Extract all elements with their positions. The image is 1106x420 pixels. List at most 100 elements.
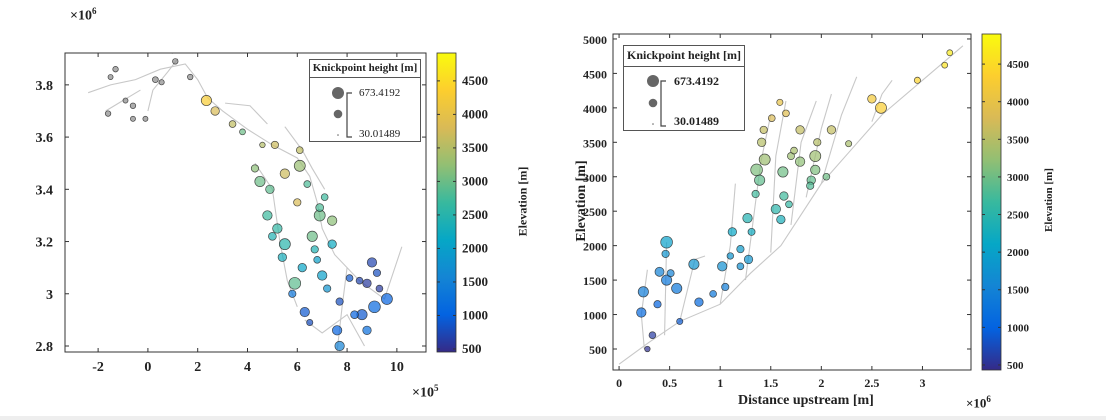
legend-title: Knickpoint height [m] (310, 60, 420, 78)
knickpoint-marker (306, 319, 314, 326)
knickpoint-marker (644, 345, 651, 353)
knickpoint-marker (152, 76, 159, 83)
exponent-power: 5 (433, 383, 439, 393)
colorbar-tick-label: 1000 (1007, 322, 1030, 334)
knickpoint-marker (172, 58, 179, 65)
knickpoint-marker (268, 232, 277, 241)
exponent-power: 6 (986, 394, 991, 404)
y-tick-label: 500 (589, 343, 607, 357)
legend-bracket (660, 80, 666, 127)
colorbar-tick-label: 4000 (1007, 97, 1030, 109)
knickpoint-marker (751, 189, 760, 199)
knickpoint-marker (941, 61, 949, 69)
x-tick-label: 1.5 (763, 376, 778, 390)
map-panel: -2 0 2 4 6 8 10 2.8 3 3.2 3.4 3.6 3.8 500 1000 1500 2000… (36, 52, 488, 375)
knickpoint-marker (250, 164, 260, 173)
profile-panel: 0 0.5 1 1.5 2 2.5 3500100015002000250030003500… (583, 33, 1030, 390)
knickpoint-marker (654, 266, 665, 277)
stream-line (805, 93, 832, 198)
knickpoint-marker (288, 289, 297, 298)
knickpoint-marker (310, 245, 319, 254)
colorbar-tick-label: 4500 (462, 73, 488, 88)
stream-line (820, 76, 858, 184)
knickpoint-marker (759, 125, 768, 134)
y-tick-label: 3000 (583, 171, 607, 185)
knickpoint-marker (327, 239, 337, 249)
knickpoint-marker (666, 269, 675, 278)
knickpoint-marker (335, 297, 344, 306)
knickpoint-marker (313, 256, 321, 264)
knickpoint-marker (334, 340, 345, 352)
left-x-exponent: ×105 (412, 383, 438, 402)
right-size-legend: Knickpoint height [m] 673.4192 30.01489 (623, 45, 745, 131)
x-tick-label: 10 (390, 360, 404, 375)
knickpoint-marker (676, 317, 684, 325)
colorbar (981, 33, 1002, 371)
knickpoint-marker (661, 274, 673, 286)
legend-circle-large (332, 87, 344, 99)
knickpoint-marker (277, 252, 287, 262)
colorbar-tick-label: 500 (462, 341, 482, 356)
knickpoint-marker (112, 66, 119, 73)
knickpoint-marker (648, 331, 657, 339)
legend-min: 30.01489 (674, 114, 719, 128)
plot-area (87, 53, 403, 352)
y-tick-label: 3.2 (36, 236, 54, 251)
x-tick-label: 3 (919, 376, 925, 390)
knickpoint-marker (636, 307, 647, 318)
y-tick-label: 1000 (583, 309, 607, 323)
knickpoint-marker (129, 102, 137, 109)
knickpoint-marker (757, 137, 767, 147)
axes-box (64, 52, 427, 353)
knickpoint-marker (845, 140, 853, 148)
stream-line (770, 100, 787, 253)
colorbar-tick-label: 1500 (462, 274, 488, 289)
legend-circle-large (647, 75, 659, 87)
knickpoint-marker (332, 325, 343, 336)
knickpoint-marker (794, 156, 806, 167)
knickpoint-marker (810, 164, 821, 175)
knickpoint-marker (293, 159, 306, 172)
y-tick-label: 2.8 (36, 340, 54, 355)
right-y-label: Elevation [m] (574, 160, 589, 242)
knickpoint-marker (727, 227, 737, 237)
legend-max: 673.4192 (674, 74, 719, 88)
knickpoint-marker (637, 286, 649, 298)
knickpoint-marker (375, 284, 384, 293)
knickpoint-marker (362, 325, 372, 335)
knickpoint-marker (345, 274, 354, 282)
knickpoint-marker (323, 284, 332, 293)
knickpoint-marker (259, 141, 266, 149)
plot-area (618, 45, 964, 365)
x-tick-label: 2 (818, 376, 824, 390)
exponent-base: ×10 (412, 385, 434, 401)
knickpoint-marker (303, 180, 312, 188)
knickpoint-marker (867, 94, 877, 104)
right-x-exponent: ×106 (966, 394, 991, 411)
knickpoint-marker (355, 276, 364, 285)
left-size-legend: Knickpoint height [m] 673.4192 30.01489 (309, 59, 421, 142)
x-tick-label: 0.5 (662, 376, 677, 390)
knickpoint-marker (158, 79, 165, 86)
knickpoint-marker (265, 184, 275, 194)
legend-bracket (346, 92, 352, 138)
knickpoint-marker (362, 278, 372, 288)
colorbar-tick-label: 2500 (462, 207, 488, 222)
bottom-strip (0, 416, 1106, 420)
knickpoint-marker (785, 200, 793, 209)
y-tick-label: 2000 (583, 240, 607, 254)
stream-line (87, 63, 403, 300)
y-tick-label: 5000 (583, 33, 607, 47)
x-tick-label: 2 (194, 360, 201, 375)
knickpoint-marker (295, 146, 304, 154)
knickpoint-marker (270, 140, 279, 149)
knickpoint-marker (946, 49, 954, 57)
colorbar-tick-label: 2000 (1007, 247, 1030, 259)
knickpoint-marker (779, 191, 789, 201)
knickpoint-marker (653, 300, 662, 309)
knickpoint-marker (317, 270, 328, 281)
knickpoint-marker (736, 262, 745, 271)
knickpoint-marker (747, 227, 756, 236)
y-tick-label: 4000 (583, 102, 607, 116)
